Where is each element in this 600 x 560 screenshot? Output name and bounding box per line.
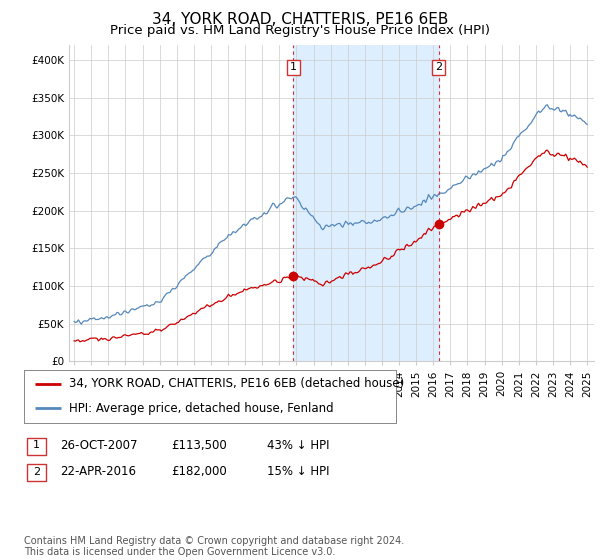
Text: HPI: Average price, detached house, Fenland: HPI: Average price, detached house, Fenl… — [68, 402, 333, 415]
Text: 2: 2 — [435, 62, 442, 72]
Text: 1: 1 — [33, 440, 40, 450]
Text: 1: 1 — [290, 62, 297, 72]
Text: £182,000: £182,000 — [171, 465, 227, 478]
Text: £113,500: £113,500 — [171, 438, 227, 452]
Text: 34, YORK ROAD, CHATTERIS, PE16 6EB: 34, YORK ROAD, CHATTERIS, PE16 6EB — [152, 12, 448, 27]
Text: Price paid vs. HM Land Registry's House Price Index (HPI): Price paid vs. HM Land Registry's House … — [110, 24, 490, 36]
Text: 34, YORK ROAD, CHATTERIS, PE16 6EB (detached house): 34, YORK ROAD, CHATTERIS, PE16 6EB (deta… — [68, 377, 404, 390]
Text: 43% ↓ HPI: 43% ↓ HPI — [267, 438, 329, 452]
Text: 15% ↓ HPI: 15% ↓ HPI — [267, 465, 329, 478]
Text: 26-OCT-2007: 26-OCT-2007 — [60, 438, 137, 452]
Text: 2: 2 — [33, 466, 40, 477]
Text: Contains HM Land Registry data © Crown copyright and database right 2024.
This d: Contains HM Land Registry data © Crown c… — [24, 535, 404, 557]
Text: 22-APR-2016: 22-APR-2016 — [60, 465, 136, 478]
Bar — [293, 45, 439, 361]
